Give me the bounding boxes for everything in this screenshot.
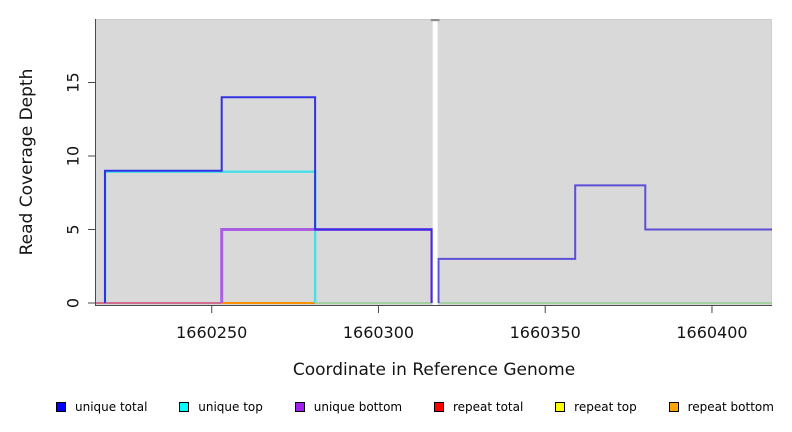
legend-item-repeat-total: repeat total: [433, 400, 524, 414]
legend-label: repeat total: [452, 400, 524, 414]
legend-label: repeat bottom: [687, 400, 774, 414]
chart-legend: unique total unique top unique bottom repea…: [56, 397, 774, 417]
legend-swatch-icon: [179, 402, 190, 412]
y-tick-label: 10: [64, 146, 83, 166]
coverage-gap-band: [432, 19, 438, 305]
legend-label: unique bottom: [313, 400, 403, 414]
coverage-gap-top-dash: [430, 19, 440, 22]
legend-swatch-icon: [56, 402, 66, 412]
legend-item-unique-bottom: unique bottom: [294, 400, 403, 414]
x-tick-label: 1660300: [343, 323, 414, 342]
x-tick-label: 1660400: [676, 323, 747, 342]
legend-swatch-icon: [668, 402, 679, 412]
x-tick-label: 1660350: [510, 323, 581, 342]
unique-total-line-left: [104, 96, 433, 303]
legend-item-repeat-top: repeat top: [555, 400, 637, 414]
y-tick-label: 0: [64, 298, 83, 308]
x-axis-title: Coordinate in Reference Genome: [292, 360, 576, 380]
y-tick-label: 15: [64, 72, 83, 92]
legend-item-unique-top: unique top: [179, 400, 263, 414]
x-tick-label: 1660250: [176, 323, 247, 342]
legend-swatch-icon: [555, 402, 566, 412]
axis-lines: [95, 19, 772, 306]
legend-item-unique-total: unique total: [56, 400, 147, 414]
legend-label: repeat top: [574, 400, 637, 414]
y-axis-title: Read Coverage Depth: [17, 68, 37, 256]
y-tick-label: 5: [64, 224, 83, 234]
legend-item-repeat-bottom: repeat bottom: [668, 400, 774, 414]
unique-total-line-right: [437, 184, 772, 303]
legend-label: unique total: [75, 400, 148, 414]
series-lines: [96, 96, 772, 304]
legend-swatch-icon: [433, 402, 444, 412]
legend-label: unique top: [198, 400, 263, 414]
legend-swatch-icon: [294, 402, 305, 412]
